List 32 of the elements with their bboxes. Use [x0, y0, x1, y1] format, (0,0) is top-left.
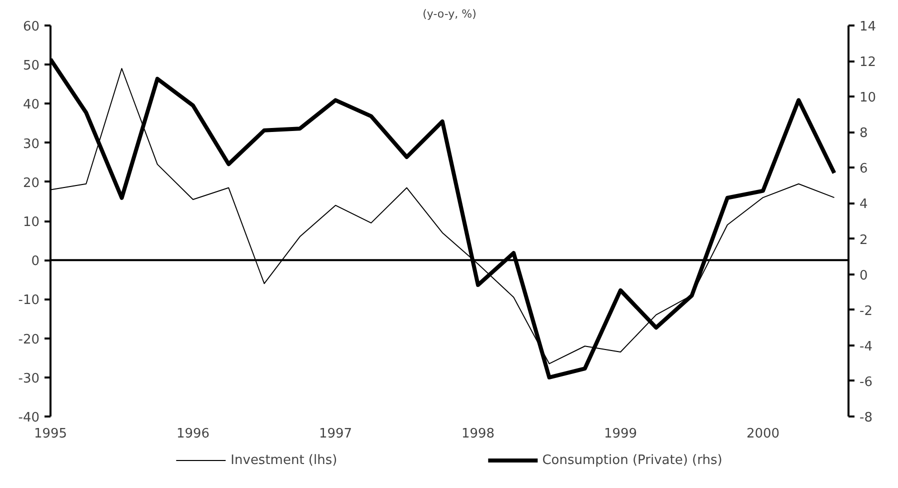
y2-tick-label: 10: [860, 90, 876, 106]
y2-tick-label: 12: [860, 55, 876, 70]
y-tick-label: 10: [22, 215, 40, 230]
y-tick-label: 30: [22, 136, 40, 152]
legend-label: Consumption (Private) (rhs): [542, 452, 722, 468]
y2-tick-label: 8: [860, 126, 868, 142]
y2-tick-label: -8: [860, 410, 872, 426]
y-tick-label: 40: [22, 98, 40, 113]
y2-tick-label: 6: [860, 162, 868, 177]
x-tick-label: 1997: [318, 426, 352, 442]
x-tick-label: 1999: [604, 426, 638, 442]
y2-tick-label: 2: [860, 232, 868, 248]
y-tick-label: -20: [18, 332, 40, 348]
y2-tick-label: -4: [860, 339, 872, 354]
y-tick-label: -30: [18, 371, 40, 386]
y-tick-label: 50: [22, 58, 40, 74]
legend-label: Investment (lhs): [230, 452, 338, 468]
y-tick-label: 20: [22, 176, 40, 191]
x-tick-label: 1995: [34, 426, 68, 442]
y2-tick-label: 0: [860, 268, 868, 284]
y2-tick-label: 14: [860, 20, 876, 34]
x-tick-label: 1996: [176, 426, 210, 442]
y2-tick-label: -6: [860, 374, 872, 390]
x-tick-label: 1998: [461, 426, 495, 442]
y2-tick-label: 4: [860, 197, 868, 212]
y-tick-label: 60: [22, 20, 40, 34]
y-tick-label: 0: [31, 254, 40, 270]
y-tick-label: -10: [18, 293, 40, 308]
y-tick-label: -40: [18, 410, 40, 426]
x-tick-label: 2000: [746, 426, 780, 442]
chart-title: (y-o-y, %): [422, 8, 476, 20]
y2-tick-label: -2: [860, 304, 872, 319]
